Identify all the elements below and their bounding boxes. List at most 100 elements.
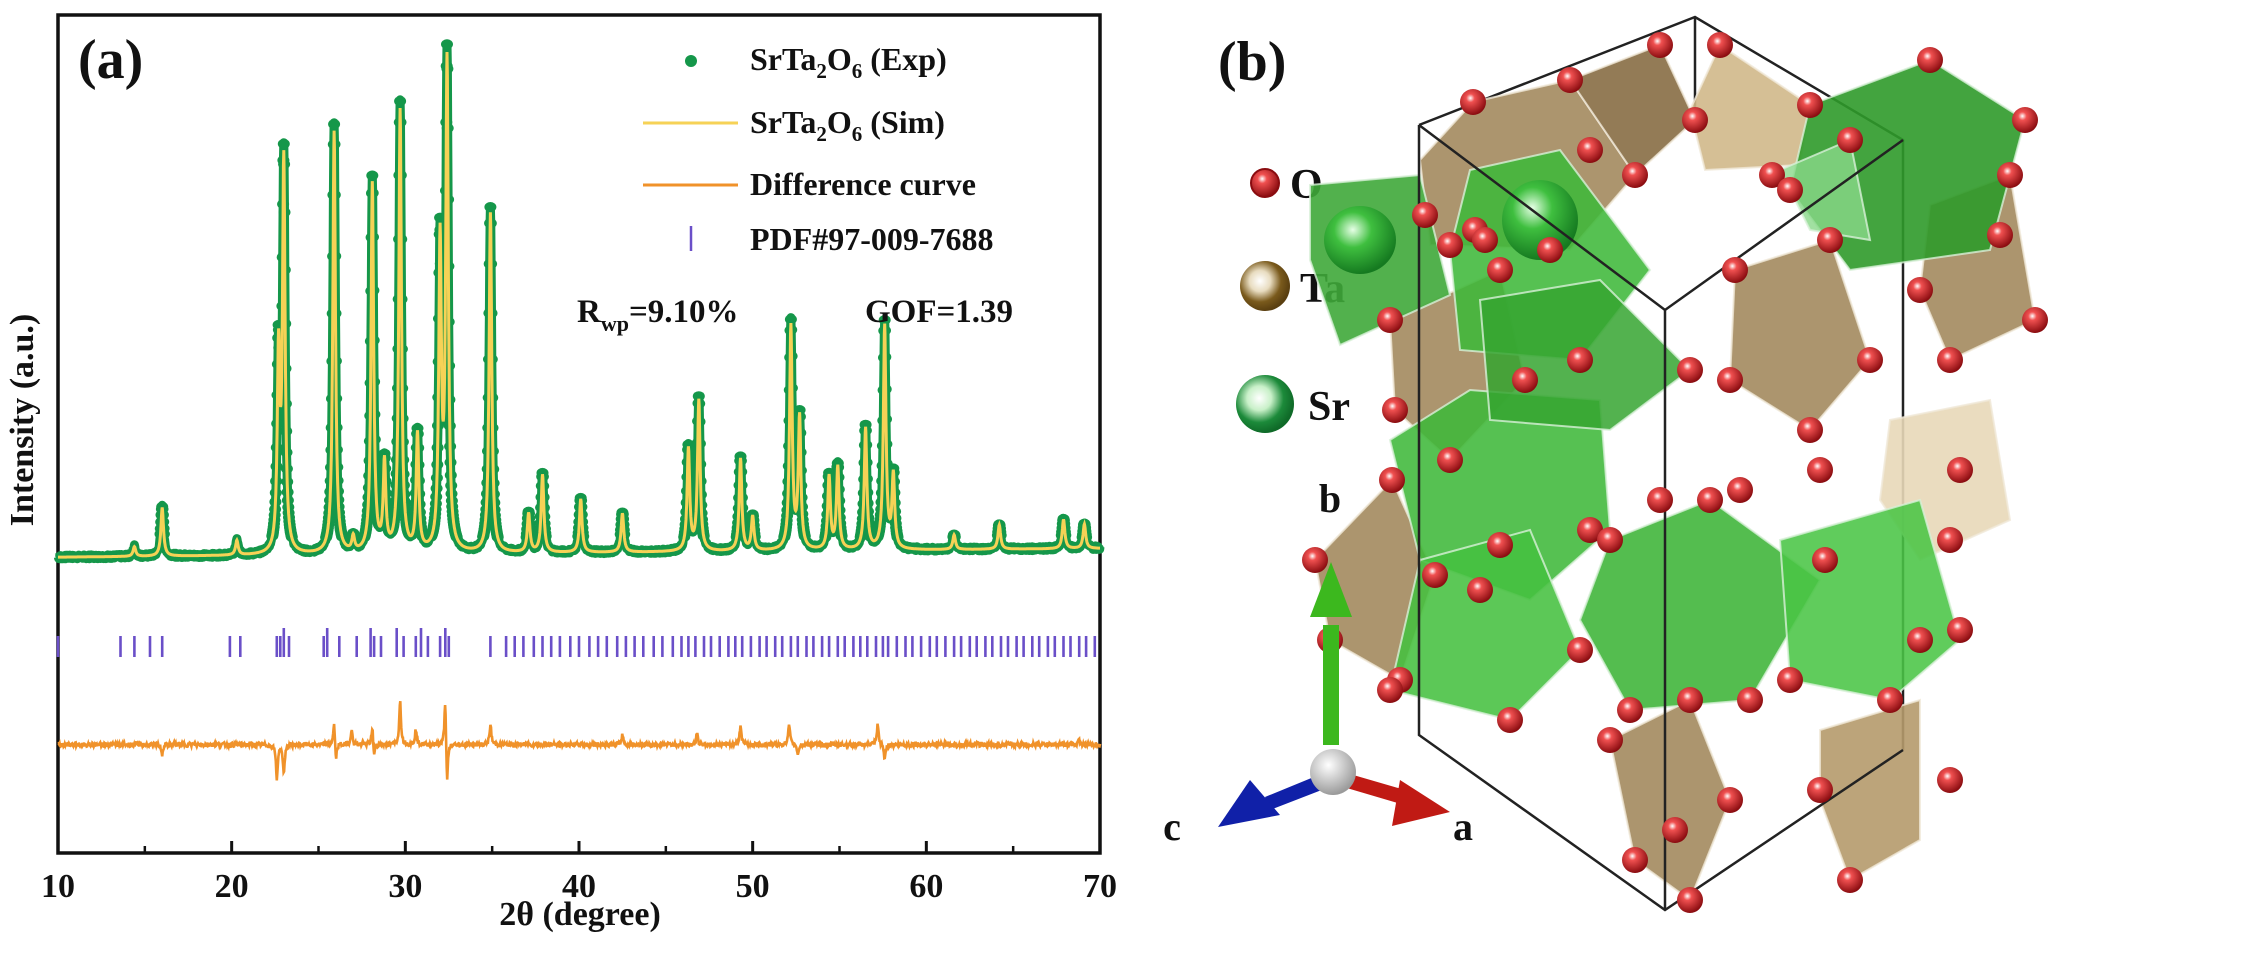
x-tick-label: 70 bbox=[1083, 868, 1117, 905]
panel-label-a: (a) bbox=[78, 29, 143, 91]
legend: SrTa2O6 (Exp) SrTa2O6 (Sim) Difference c… bbox=[643, 41, 994, 257]
oxygen-atom bbox=[1812, 547, 1838, 573]
x-tick-label: 20 bbox=[215, 868, 249, 905]
oxygen-atom bbox=[2012, 107, 2038, 133]
element-legend: O Ta Sr bbox=[1236, 162, 1350, 433]
oxygen-atom bbox=[1877, 687, 1903, 713]
pdf-reference-ticks bbox=[56, 628, 1097, 657]
oxygen-atom bbox=[1472, 227, 1498, 253]
oxygen-atoms bbox=[1302, 32, 2048, 913]
oxygen-atom bbox=[1907, 627, 1933, 653]
series-layer bbox=[53, 39, 1105, 781]
a-axis-shaft bbox=[1340, 772, 1405, 804]
oxygen-atom bbox=[2022, 307, 2048, 333]
ta-octahedron bbox=[1819, 698, 1921, 882]
oxygen-atom bbox=[1622, 847, 1648, 873]
panel-label-b: (b) bbox=[1218, 31, 1286, 93]
x-axis-title: 2θ (degree) bbox=[499, 896, 661, 933]
crystal-structure-svg: (b) O Ta Sr bbox=[1163, 15, 2048, 913]
b-axis-arrow-icon bbox=[1310, 562, 1352, 617]
b-axis-label: b bbox=[1319, 476, 1341, 521]
c-axis-arrow-icon bbox=[1218, 780, 1280, 827]
oxygen-atom bbox=[1737, 687, 1763, 713]
oxygen-atom bbox=[1937, 347, 1963, 373]
oxygen-atom bbox=[1907, 277, 1933, 303]
oxygen-atom bbox=[1622, 162, 1648, 188]
oxygen-atom bbox=[1837, 127, 1863, 153]
oxygen-atom bbox=[1837, 867, 1863, 893]
crystal-axes-indicator: b c a bbox=[1163, 476, 1473, 849]
oxygen-atom bbox=[1377, 677, 1403, 703]
oxygen-atom bbox=[1727, 477, 1753, 503]
y-axis-title: Intensity (a.u.) bbox=[4, 314, 41, 527]
oxygen-atom bbox=[1777, 667, 1803, 693]
legend-marker-exp bbox=[685, 55, 697, 67]
b-axis-shaft bbox=[1323, 625, 1339, 745]
oxygen-atom bbox=[1379, 467, 1405, 493]
oxygen-atom bbox=[1917, 47, 1943, 73]
oxygen-atom bbox=[1577, 137, 1603, 163]
oxygen-atom bbox=[1722, 257, 1748, 283]
oxygen-atom bbox=[1759, 162, 1785, 188]
x-tick-label: 30 bbox=[388, 868, 422, 905]
strontium-atom-icon bbox=[1236, 375, 1294, 433]
oxygen-atom bbox=[1947, 617, 1973, 643]
oxygen-atom bbox=[1987, 222, 2013, 248]
oxygen-atom bbox=[1677, 357, 1703, 383]
legend-label-exp: SrTa2O6 (Exp) bbox=[750, 41, 947, 83]
oxygen-atom bbox=[1807, 457, 1833, 483]
legend-label-pdf: PDF#97-009-7688 bbox=[750, 221, 994, 257]
sr-polyhedron-light bbox=[1778, 138, 1872, 242]
oxygen-atom bbox=[1707, 32, 1733, 58]
rwp-annotation: Rwp=9.10% bbox=[577, 294, 739, 336]
a-axis-label: a bbox=[1453, 804, 1473, 849]
exp-data-point bbox=[434, 212, 447, 223]
exp-data-point bbox=[441, 39, 453, 50]
exp-data-point bbox=[484, 202, 497, 212]
exp-data-point bbox=[878, 315, 891, 325]
sr-atom bbox=[1502, 180, 1578, 260]
oxygen-atom bbox=[1947, 457, 1973, 483]
oxygen-atom bbox=[1717, 787, 1743, 813]
unit-cell-front bbox=[1417, 124, 1904, 912]
oxygen-atom bbox=[1557, 67, 1583, 93]
legend-label-sr: Sr bbox=[1308, 384, 1350, 430]
panel-a-xrd-chart: 10 20 30 40 50 60 70 (a) SrTa2O6 (Exp) SrTa2O6… bbox=[0, 0, 1120, 949]
oxygen-atom bbox=[1460, 89, 1486, 115]
sr-atom bbox=[1324, 206, 1396, 274]
oxygen-atom bbox=[1937, 527, 1963, 553]
oxygen-atom bbox=[1817, 227, 1843, 253]
oxygen-atom bbox=[1682, 107, 1708, 133]
oxygen-atom bbox=[1497, 707, 1523, 733]
x-tick-label: 10 bbox=[41, 868, 75, 905]
unit-cell-front-edges bbox=[1417, 125, 1904, 912]
ta-octahedron bbox=[1728, 238, 1872, 432]
oxygen-atom bbox=[1677, 687, 1703, 713]
exp-data-point bbox=[366, 170, 379, 181]
c-axis-label: c bbox=[1163, 804, 1181, 849]
axes-origin-node bbox=[1310, 749, 1356, 795]
panel-b-crystal-structure: (b) O Ta Sr bbox=[1130, 0, 2247, 949]
sr-polyhedra bbox=[1309, 58, 2027, 722]
exp-data-point bbox=[784, 314, 797, 325]
oxygen-atom bbox=[1662, 817, 1688, 843]
oxygen-atom bbox=[1422, 562, 1448, 588]
oxygen-atom bbox=[1467, 577, 1493, 603]
oxygen-atom bbox=[1797, 92, 1823, 118]
sr-atoms bbox=[1324, 180, 1578, 274]
oxygen-atom bbox=[1487, 532, 1513, 558]
oxygen-atom bbox=[1697, 487, 1723, 513]
oxygen-atom bbox=[1377, 307, 1403, 333]
oxygen-atom bbox=[1997, 162, 2023, 188]
plot-frame bbox=[56, 13, 1102, 855]
x-tick-label: 50 bbox=[736, 868, 770, 905]
legend-label-sim: SrTa2O6 (Sim) bbox=[750, 104, 945, 146]
oxygen-atom bbox=[1647, 487, 1673, 513]
oxygen-atom bbox=[1617, 697, 1643, 723]
xrd-chart-svg: 10 20 30 40 50 60 70 (a) SrTa2O6 (Exp) SrTa2O6… bbox=[4, 13, 1117, 933]
ta-octahedron bbox=[1688, 43, 1812, 172]
oxygen-atom bbox=[1647, 32, 1673, 58]
oxygen-atom bbox=[1487, 257, 1513, 283]
oxygen-atom bbox=[1857, 347, 1883, 373]
oxygen-atom-icon bbox=[1250, 168, 1280, 198]
